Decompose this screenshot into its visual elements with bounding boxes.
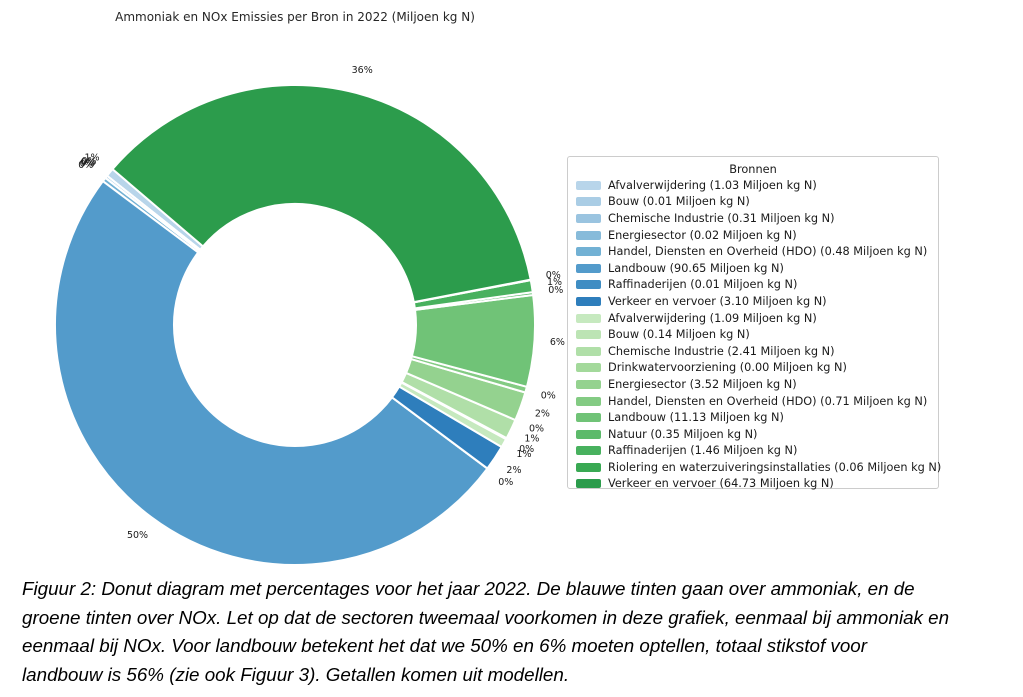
legend-item: Landbouw (90.65 Miljoen kg N) bbox=[576, 260, 930, 277]
legend-label: Raffinaderijen (0.01 Miljoen kg N) bbox=[608, 278, 798, 292]
slice-pct-label: 0% bbox=[78, 160, 93, 171]
legend-title: Bronnen bbox=[729, 163, 777, 176]
figure-area: 1% 0% 0% 0% 0% 50% 0% 2% 1% 0% 1% 0% 2% 0% 6% 0% 1% 0% 36%… bbox=[54, 10, 941, 566]
legend-swatch bbox=[576, 197, 601, 207]
legend-item: Energiesector (3.52 Miljoen kg N) bbox=[576, 376, 930, 393]
legend-item: Bouw (0.01 Miljoen kg N) bbox=[576, 194, 930, 211]
legend-swatch bbox=[576, 296, 601, 306]
legend-swatch bbox=[576, 247, 601, 257]
legend-item: Raffinaderijen (0.01 Miljoen kg N) bbox=[576, 277, 930, 294]
legend-item: Chemische Industrie (2.41 Miljoen kg N) bbox=[576, 343, 930, 360]
legend-label: Afvalverwijdering (1.09 Miljoen kg N) bbox=[608, 311, 817, 325]
caption-line: eenmaal bij NOx. Voor landbouw betekent … bbox=[22, 635, 867, 657]
legend-label: Verkeer en vervoer (3.10 Miljoen kg N) bbox=[608, 294, 827, 308]
legend-swatch bbox=[576, 429, 601, 439]
legend-swatch bbox=[576, 230, 601, 240]
legend-label: Drinkwatervoorziening (0.00 Miljoen kg N… bbox=[608, 361, 847, 375]
legend-item: Landbouw (11.13 Miljoen kg N) bbox=[576, 409, 930, 426]
legend-swatch bbox=[576, 363, 601, 373]
slice-pct-label: 0% bbox=[81, 156, 96, 167]
legend-label: Chemische Industrie (2.41 Miljoen kg N) bbox=[608, 344, 835, 358]
figure-caption: Figuur 2: Donut diagram met percentages … bbox=[22, 575, 1007, 689]
legend-item: Energiesector (0.02 Miljoen kg N) bbox=[576, 227, 930, 244]
legend-swatch bbox=[576, 280, 601, 290]
legend-label: Bouw (0.01 Miljoen kg N) bbox=[608, 195, 750, 209]
legend-swatch bbox=[576, 263, 601, 273]
slice-pct-label: 1% bbox=[516, 449, 531, 460]
legend-swatch bbox=[576, 313, 601, 323]
legend-item: Handel, Diensten en Overheid (HDO) (0.48… bbox=[576, 243, 930, 260]
legend-item: Bouw (0.14 Miljoen kg N) bbox=[576, 326, 930, 343]
legend-item: Raffinaderijen (1.46 Miljoen kg N) bbox=[576, 443, 930, 460]
legend-swatch bbox=[576, 330, 601, 340]
slice-pct-label: 50% bbox=[127, 530, 148, 541]
slice-pct-label: 0% bbox=[80, 158, 95, 169]
legend-swatch bbox=[576, 479, 601, 489]
legend-swatch bbox=[576, 346, 601, 356]
donut-slice bbox=[54, 180, 489, 566]
caption-line: landbouw is 56% (zie ook Figuur 3). Geta… bbox=[22, 663, 570, 685]
legend-item: Natuur (0.35 Miljoen kg N) bbox=[576, 426, 930, 443]
slice-pct-label: 0% bbox=[498, 477, 513, 488]
legend-item: Riolering en waterzuiveringsinstallaties… bbox=[576, 459, 941, 476]
chart-title: Ammoniak en NOx Emissies per Bron in 202… bbox=[115, 10, 475, 24]
slice-pct-label: 6% bbox=[550, 337, 565, 348]
slice-pct-label: 0% bbox=[81, 157, 96, 168]
legend-item: Verkeer en vervoer (64.73 Miljoen kg N) bbox=[576, 476, 930, 493]
slice-pct-label: 0% bbox=[529, 424, 544, 435]
legend-swatch bbox=[576, 462, 601, 472]
slice-pct-label: 0% bbox=[519, 444, 534, 455]
legend-swatch bbox=[576, 446, 601, 456]
legend-item: Handel, Diensten en Overheid (HDO) (0.71… bbox=[576, 393, 930, 410]
legend-label: Handel, Diensten en Overheid (HDO) (0.71… bbox=[608, 394, 928, 408]
legend-label: Raffinaderijen (1.46 Miljoen kg N) bbox=[608, 444, 798, 458]
slice-pct-label: 2% bbox=[535, 409, 550, 420]
legend-label: Bouw (0.14 Miljoen kg N) bbox=[608, 328, 750, 342]
donut-slice bbox=[111, 84, 532, 304]
legend-item: Drinkwatervoorziening (0.00 Miljoen kg N… bbox=[576, 360, 930, 377]
chart-legend: Bronnen Afvalverwijdering (1.03 Miljoen … bbox=[567, 156, 941, 493]
slice-pct-label: 0% bbox=[546, 270, 561, 281]
donut-chart: 1%0%0%0%0%50%0%2%1%0%1%0%2%0%6%0%1%0%36% bbox=[54, 65, 565, 566]
slice-pct-label: 2% bbox=[506, 465, 521, 476]
legend-swatch bbox=[576, 180, 601, 190]
caption-line: Figuur 2: Donut diagram met percentages … bbox=[22, 578, 915, 599]
legend-label: Chemische Industrie (0.31 Miljoen kg N) bbox=[608, 211, 835, 225]
legend-swatch bbox=[576, 396, 601, 406]
legend-swatch bbox=[576, 379, 601, 389]
legend-label: Landbouw (90.65 Miljoen kg N) bbox=[608, 261, 784, 275]
legend-item: Afvalverwijdering (1.09 Miljoen kg N) bbox=[576, 310, 930, 327]
legend-label: Energiesector (0.02 Miljoen kg N) bbox=[608, 228, 797, 242]
legend-label: Landbouw (11.13 Miljoen kg N) bbox=[608, 411, 784, 425]
slice-pct-label: 1% bbox=[524, 434, 539, 445]
legend-label: Verkeer en vervoer (64.73 Miljoen kg N) bbox=[608, 477, 834, 491]
legend-label: Energiesector (3.52 Miljoen kg N) bbox=[608, 377, 797, 391]
legend-swatch bbox=[576, 413, 601, 423]
legend-label: Handel, Diensten en Overheid (HDO) (0.48… bbox=[608, 245, 928, 259]
legend-label: Afvalverwijdering (1.03 Miljoen kg N) bbox=[608, 178, 817, 192]
legend-swatch bbox=[576, 213, 601, 223]
legend-label: Natuur (0.35 Miljoen kg N) bbox=[608, 427, 758, 441]
slice-pct-label: 0% bbox=[541, 390, 556, 401]
legend-label: Riolering en waterzuiveringsinstallaties… bbox=[608, 460, 942, 474]
slice-pct-label: 36% bbox=[352, 65, 373, 76]
caption-line: groene tinten over NOx. Let op dat de se… bbox=[22, 606, 950, 628]
legend-rows: Afvalverwijdering (1.03 Miljoen kg N) Bou… bbox=[576, 177, 941, 493]
legend-item: Verkeer en vervoer (3.10 Miljoen kg N) bbox=[576, 293, 930, 310]
slice-pct-label: 1% bbox=[547, 277, 562, 288]
slice-pct-label: 0% bbox=[548, 285, 563, 296]
slice-pct-label: 1% bbox=[84, 152, 99, 163]
legend-item: Afvalverwijdering (1.03 Miljoen kg N) bbox=[576, 177, 930, 194]
legend-item: Chemische Industrie (0.31 Miljoen kg N) bbox=[576, 210, 930, 227]
